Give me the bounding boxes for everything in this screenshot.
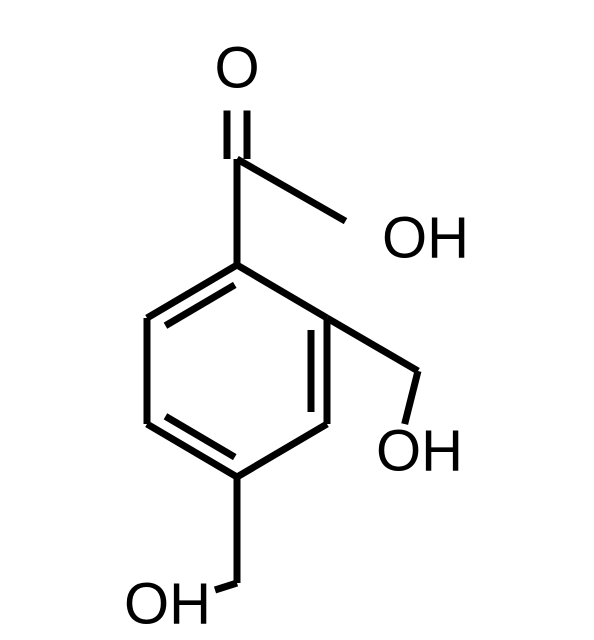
molecule-diagram: O OH OH OH <box>0 0 594 640</box>
ring-bond <box>237 265 327 318</box>
atom-label-phenol2_OH: OH <box>376 418 463 483</box>
bond-cooh-oh <box>237 159 346 221</box>
atom-label-carboxyl_O_double: O <box>214 35 259 100</box>
atom-label-carboxyl_OH: OH <box>382 205 469 270</box>
ring-bond-inner <box>165 285 234 326</box>
bond-apex-oh2 <box>405 371 418 424</box>
ring-bond <box>237 424 327 477</box>
bond-apex-oh3 <box>215 583 237 590</box>
atom-label-phenol3_OH: OH <box>124 571 211 636</box>
ring-bond-inner <box>165 416 234 457</box>
bond-c2-apex <box>327 318 418 371</box>
